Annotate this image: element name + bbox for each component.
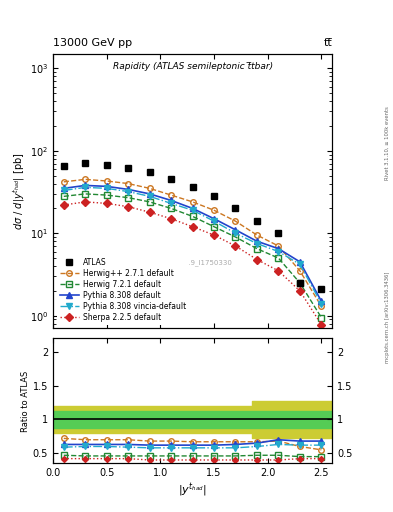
Text: Rivet 3.1.10, ≥ 100k events: Rivet 3.1.10, ≥ 100k events bbox=[385, 106, 389, 180]
ATLAS bbox=[190, 184, 195, 190]
Pythia 8.308 default bbox=[298, 259, 302, 265]
Herwig 7.2.1 default bbox=[233, 234, 238, 240]
Pythia 8.308 default bbox=[83, 182, 88, 188]
Herwig++ 2.7.1 default bbox=[233, 218, 238, 224]
Pythia 8.308 default bbox=[169, 197, 173, 203]
Text: Rapidity (ATLAS semileptonic t̅tbar): Rapidity (ATLAS semileptonic t̅tbar) bbox=[112, 62, 273, 71]
Sherpa 2.2.5 default bbox=[126, 204, 130, 210]
ATLAS bbox=[319, 286, 324, 292]
Sherpa 2.2.5 default bbox=[147, 209, 152, 215]
Herwig 7.2.1 default bbox=[190, 214, 195, 220]
Pythia 8.308 vincia-default bbox=[147, 194, 152, 200]
Line: ATLAS: ATLAS bbox=[60, 159, 325, 293]
Sherpa 2.2.5 default bbox=[83, 199, 88, 205]
Pythia 8.308 vincia-default bbox=[255, 241, 259, 247]
Sherpa 2.2.5 default bbox=[298, 288, 302, 294]
Sherpa 2.2.5 default bbox=[61, 202, 66, 208]
Herwig++ 2.7.1 default bbox=[255, 232, 259, 238]
Line: Pythia 8.308 default: Pythia 8.308 default bbox=[61, 183, 324, 304]
Herwig 7.2.1 default bbox=[105, 192, 109, 198]
Herwig 7.2.1 default bbox=[298, 280, 302, 286]
Pythia 8.308 default bbox=[61, 185, 66, 191]
ATLAS bbox=[276, 230, 281, 237]
Sherpa 2.2.5 default bbox=[255, 257, 259, 263]
Text: tt̅: tt̅ bbox=[323, 37, 332, 48]
Herwig++ 2.7.1 default bbox=[105, 178, 109, 184]
X-axis label: $|y^{t_{had}}|$: $|y^{t_{had}}|$ bbox=[178, 481, 207, 499]
Legend: ATLAS, Herwig++ 2.7.1 default, Herwig 7.2.1 default, Pythia 8.308 default, Pythi: ATLAS, Herwig++ 2.7.1 default, Herwig 7.… bbox=[57, 255, 189, 325]
ATLAS bbox=[83, 159, 88, 165]
Sherpa 2.2.5 default bbox=[212, 232, 217, 238]
Y-axis label: Ratio to ATLAS: Ratio to ATLAS bbox=[21, 370, 30, 432]
ATLAS bbox=[147, 169, 152, 175]
ATLAS bbox=[255, 218, 259, 224]
Pythia 8.308 vincia-default bbox=[298, 261, 302, 267]
Line: Sherpa 2.2.5 default: Sherpa 2.2.5 default bbox=[61, 199, 324, 327]
Pythia 8.308 vincia-default bbox=[105, 185, 109, 191]
Line: Herwig++ 2.7.1 default: Herwig++ 2.7.1 default bbox=[61, 177, 324, 309]
Herwig++ 2.7.1 default bbox=[319, 303, 324, 309]
Herwig++ 2.7.1 default bbox=[83, 176, 88, 182]
Pythia 8.308 vincia-default bbox=[169, 200, 173, 206]
Text: ATLAS_2019_I1750330: ATLAS_2019_I1750330 bbox=[152, 259, 233, 266]
Pythia 8.308 default bbox=[233, 227, 238, 233]
Pythia 8.308 default bbox=[126, 186, 130, 193]
Pythia 8.308 vincia-default bbox=[212, 218, 217, 224]
Pythia 8.308 default bbox=[212, 216, 217, 222]
Pythia 8.308 default bbox=[190, 205, 195, 211]
Pythia 8.308 default bbox=[319, 298, 324, 304]
Herwig 7.2.1 default bbox=[319, 314, 324, 321]
Line: Pythia 8.308 vincia-default: Pythia 8.308 vincia-default bbox=[61, 185, 324, 307]
Herwig++ 2.7.1 default bbox=[61, 179, 66, 185]
Pythia 8.308 vincia-default bbox=[276, 248, 281, 254]
Pythia 8.308 default bbox=[276, 246, 281, 252]
Sherpa 2.2.5 default bbox=[276, 268, 281, 274]
Herwig 7.2.1 default bbox=[83, 191, 88, 197]
Herwig 7.2.1 default bbox=[61, 194, 66, 200]
Sherpa 2.2.5 default bbox=[105, 200, 109, 206]
Pythia 8.308 vincia-default bbox=[83, 184, 88, 190]
Sherpa 2.2.5 default bbox=[319, 322, 324, 328]
ATLAS bbox=[298, 280, 302, 286]
Herwig 7.2.1 default bbox=[276, 255, 281, 261]
Herwig++ 2.7.1 default bbox=[212, 207, 217, 214]
Sherpa 2.2.5 default bbox=[169, 216, 173, 222]
Pythia 8.308 vincia-default bbox=[61, 187, 66, 194]
Text: 13000 GeV pp: 13000 GeV pp bbox=[53, 37, 132, 48]
Herwig 7.2.1 default bbox=[212, 224, 217, 230]
Pythia 8.308 default bbox=[105, 183, 109, 189]
Pythia 8.308 vincia-default bbox=[319, 301, 324, 307]
ATLAS bbox=[105, 161, 109, 167]
Sherpa 2.2.5 default bbox=[233, 243, 238, 249]
Pythia 8.308 default bbox=[255, 238, 259, 244]
Sherpa 2.2.5 default bbox=[190, 224, 195, 230]
Pythia 8.308 default bbox=[147, 191, 152, 197]
Herwig++ 2.7.1 default bbox=[169, 192, 173, 198]
Line: Herwig 7.2.1 default: Herwig 7.2.1 default bbox=[61, 191, 324, 321]
Herwig++ 2.7.1 default bbox=[276, 243, 281, 249]
Y-axis label: $d\sigma\ /\ d|y^{t_{had}}|\ \mathrm{[pb]}$: $d\sigma\ /\ d|y^{t_{had}}|\ \mathrm{[pb… bbox=[11, 153, 27, 230]
ATLAS bbox=[61, 163, 66, 169]
Herwig++ 2.7.1 default bbox=[190, 199, 195, 205]
Herwig++ 2.7.1 default bbox=[298, 268, 302, 274]
Herwig++ 2.7.1 default bbox=[126, 181, 130, 187]
Text: mcplots.cern.ch [arXiv:1306.3436]: mcplots.cern.ch [arXiv:1306.3436] bbox=[385, 272, 389, 363]
Pythia 8.308 vincia-default bbox=[233, 230, 238, 237]
ATLAS bbox=[233, 205, 238, 211]
ATLAS bbox=[126, 165, 130, 171]
Herwig++ 2.7.1 default bbox=[147, 185, 152, 191]
Herwig 7.2.1 default bbox=[169, 205, 173, 211]
Pythia 8.308 vincia-default bbox=[126, 188, 130, 195]
Herwig 7.2.1 default bbox=[255, 246, 259, 252]
ATLAS bbox=[169, 176, 173, 182]
Herwig 7.2.1 default bbox=[147, 199, 152, 205]
ATLAS bbox=[212, 194, 217, 200]
Herwig 7.2.1 default bbox=[126, 195, 130, 201]
Pythia 8.308 vincia-default bbox=[190, 207, 195, 214]
